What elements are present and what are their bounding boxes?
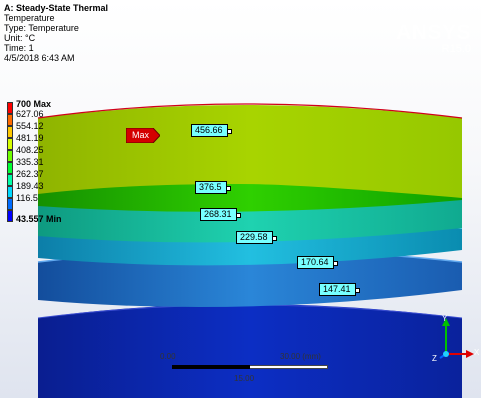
result-time: Time: 1 xyxy=(4,43,34,53)
legend-label: 408.25 xyxy=(16,145,44,155)
cylinder-bottom[interactable] xyxy=(38,304,462,398)
legend-swatch xyxy=(7,210,13,222)
legend-entry: 262.37 xyxy=(7,169,87,186)
legend-swatch xyxy=(7,150,13,162)
cylinder-top[interactable] xyxy=(38,105,462,198)
max-marker-label: Max xyxy=(132,130,150,140)
legend-swatch xyxy=(7,126,13,138)
scale-start-label: 0.00 xyxy=(160,352,176,361)
probe-label[interactable]: 229.58 xyxy=(236,231,277,244)
result-unit: Unit: °C xyxy=(4,33,36,43)
legend-entry: 116.5 xyxy=(7,193,87,210)
result-info-panel: A: Steady-State Thermal Temperature Type… xyxy=(4,3,108,63)
legend-label: 627.06 xyxy=(16,109,44,119)
legend-entry: 700 Max xyxy=(7,99,87,114)
triad-z-label: Z xyxy=(432,354,437,363)
legend-entry: 554.12 xyxy=(7,121,87,138)
triad-y-label: Y xyxy=(442,314,448,323)
result-name: Temperature xyxy=(4,13,55,23)
result-date: 4/5/2018 6:43 AM xyxy=(4,53,75,63)
legend-entry: 627.06 xyxy=(7,109,87,126)
legend-label: 481.19 xyxy=(16,133,44,143)
legend-swatch xyxy=(7,186,13,198)
triad-icon xyxy=(439,318,474,359)
scale-mid-label: 15.00 xyxy=(234,374,255,383)
color-legend[interactable]: 700 Max 627.06 554.12 481.19 408.25 335.… xyxy=(7,99,87,228)
probe-label[interactable]: 376.5 xyxy=(195,181,231,194)
legend-entry: 408.25 xyxy=(7,145,87,162)
result-type: Type: Temperature xyxy=(4,23,79,33)
legend-label: 189.43 xyxy=(16,181,44,191)
legend-swatch xyxy=(7,102,13,114)
legend-swatch xyxy=(7,174,13,186)
legend-label: 116.5 xyxy=(16,193,38,203)
max-marker[interactable]: Max xyxy=(126,128,160,143)
legend-label: 335.31 xyxy=(16,157,44,167)
analysis-title: A: Steady-State Thermal xyxy=(4,3,109,13)
legend-entry: 43.557 Min xyxy=(7,210,87,224)
legend-label: 554.12 xyxy=(16,121,44,131)
probe-label[interactable]: 268.31 xyxy=(200,208,241,221)
legend-label: 262.37 xyxy=(16,169,44,179)
scale-end-label: 30.00 (mm) xyxy=(280,352,321,361)
triad-x-label: X xyxy=(474,348,480,357)
legend-entry: 189.43 xyxy=(7,181,87,198)
legend-label: 700 Max xyxy=(16,99,52,109)
scale-bar: 0.00 30.00 (mm) 15.00 xyxy=(160,352,338,386)
legend-label: 43.557 Min xyxy=(16,214,62,224)
coordinate-triad[interactable]: Y X Z xyxy=(420,314,480,368)
ansys-logo: ANSYS R15.0 xyxy=(396,21,471,55)
legend-entry: 335.31 xyxy=(7,157,87,174)
probe-label[interactable]: 147.41 xyxy=(319,283,360,296)
probe-label[interactable]: 456.66 xyxy=(191,124,232,137)
legend-swatch xyxy=(7,162,13,174)
legend-swatch xyxy=(7,198,13,210)
scale-bar-fill xyxy=(172,365,250,369)
legend-swatch xyxy=(7,138,13,150)
legend-swatch xyxy=(7,114,13,126)
legend-entry: 481.19 xyxy=(7,133,87,150)
probe-label[interactable]: 170.64 xyxy=(297,256,338,269)
